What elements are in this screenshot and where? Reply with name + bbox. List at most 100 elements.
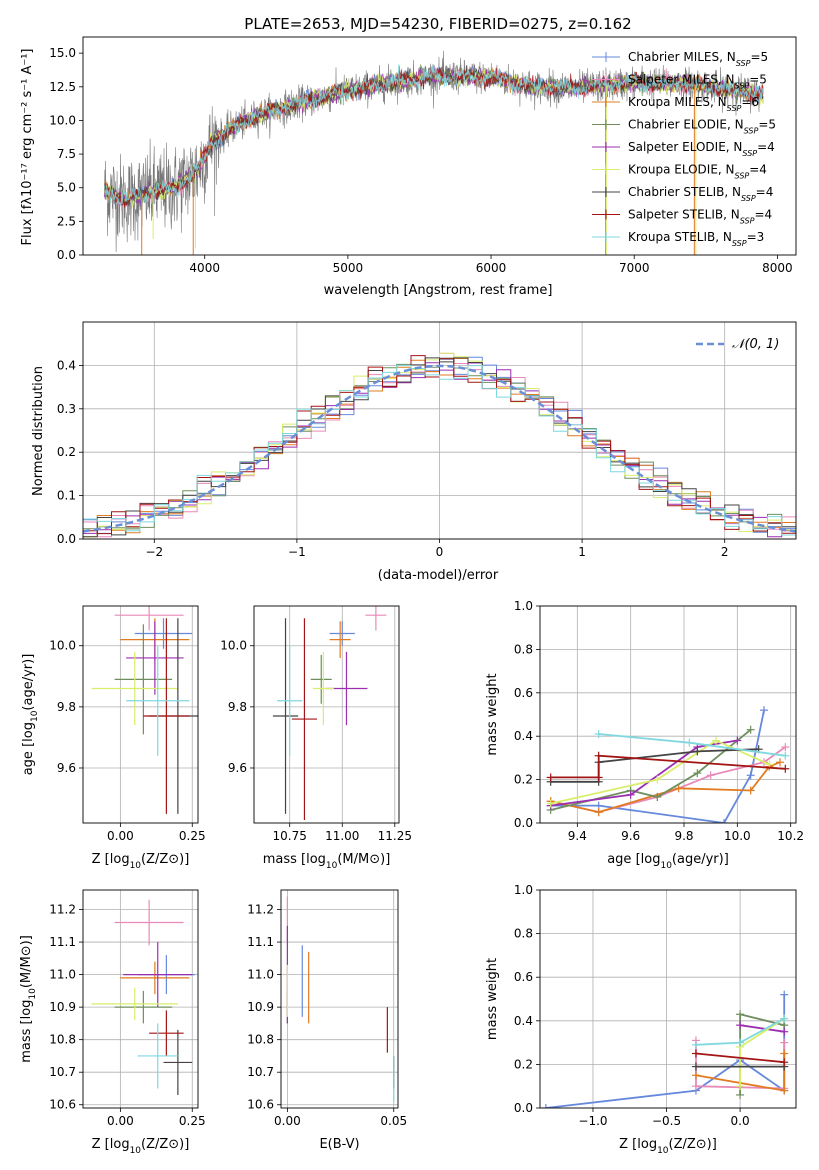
legend-base: Chabrier ELODIE, N: [628, 118, 744, 132]
mw-z-lines: [541, 990, 789, 1108]
mass-vs-metallicity-panel: 0.00 0.25 10.6 10.7 10.8 10.9 11.0 11.1 11.2 Z [l…: [19, 889, 206, 1156]
mw-z-ytick-label: 0.8: [514, 927, 533, 941]
legend-base: Kroupa STELIB, N: [628, 230, 732, 244]
legend-sub: SSP: [735, 171, 750, 180]
mw-age-xtick-label: 9.6: [621, 829, 640, 843]
mass-ebv-ytick-label: 11.1: [247, 935, 274, 949]
age-z-ylabel-base: age [log: [21, 722, 36, 775]
age-z-xlabel-tail: (Z/Z⊙)]: [141, 852, 189, 867]
residual-ytick-label: 0.2: [57, 445, 76, 459]
legend-label-chabrier_stelib: Chabrier STELIB, NSSP=4: [628, 185, 773, 203]
mass-ebv-xtick-label: 0.00: [274, 1114, 301, 1128]
legend-tail: =6: [741, 95, 759, 109]
age-vs-mass-panel: 10.75 11.00 11.25 9.6 9.8 10.0 mass [log10(M/M…: [220, 605, 412, 871]
mass-ebv-xlabel: E(B-V): [319, 1137, 359, 1152]
legend-base: Salpeter ELODIE, N: [628, 140, 742, 154]
age-mass-xlabel-base: mass [log: [263, 852, 326, 867]
spectrum-xtick-label: 8000: [762, 261, 793, 275]
normal-legend-label: 𝒩(0, 1): [732, 337, 779, 352]
age-z-xlabel: Z [log10(Z/Z⊙)]: [92, 852, 190, 871]
mw-age-xtick-label: 9.8: [674, 829, 693, 843]
histogram-kroupa_stelib: [83, 365, 796, 538]
mass-z-xlabel-sub: 10: [130, 1146, 142, 1156]
residual-xtick-label: 1: [578, 545, 586, 559]
mass-z-ytick-label: 10.8: [49, 1033, 76, 1047]
model-spectrum-kroupa_stelib: [104, 63, 764, 207]
mw-z-xtick-label: 0.0: [731, 1114, 750, 1128]
mass-z-frame: [82, 889, 199, 1109]
mass-z-errorbars: [91, 899, 196, 1095]
legend-tail: =5: [750, 50, 768, 64]
age-z-ytick-label: 9.6: [57, 761, 76, 775]
legend-label-kroupa_stelib: Kroupa STELIB, NSSP=3: [628, 230, 764, 248]
spectrum-legend: Chabrier MILES, N SSP =5 Salpeter MILES, NS…: [592, 50, 776, 248]
mw-age-ytick-label: 0.2: [514, 773, 533, 787]
legend-tail: =4: [756, 185, 774, 199]
mass-ebv-ytick-label: 11.2: [247, 903, 274, 917]
legend-sub: SSP: [744, 126, 759, 135]
residual-xtick-label: −1: [288, 545, 306, 559]
legend-base: Salpeter STELIB, N: [628, 208, 740, 222]
residual-ytick-label: 0.3: [57, 402, 76, 416]
histogram-kroupa_elodie: [83, 352, 796, 538]
residual-xtick-label: −2: [145, 545, 163, 559]
mw-z-series-salpeter_elodie: [739, 1024, 785, 1033]
spectrum-xtick-label: 6000: [476, 261, 507, 275]
mw-age-ytick-label: 0.8: [514, 642, 533, 656]
spectrum-xtick-label: 7000: [619, 261, 650, 275]
spectrum-ytick-label: 12.5: [49, 80, 76, 94]
spectrum-xtick-label: 4000: [189, 261, 220, 275]
age-mass-frame: [253, 605, 400, 824]
legend-base: Chabrier MILES, N: [628, 50, 736, 64]
age-z-xtick-label: 0.00: [107, 829, 134, 843]
mw-z-xlabel: Z [log10(Z/Z⊙)]: [619, 1137, 717, 1156]
mass-z-ytick-label: 10.6: [49, 1098, 76, 1112]
age-vs-metallicity-panel: 0.00 0.259.69.810.0Z [log10(Z/Z⊙)]age [lo…: [21, 605, 206, 871]
residual-ytick-label: 0.1: [57, 489, 76, 503]
mw-age-series-kroupa_miles: [550, 761, 781, 814]
mass-ebv-ytick-label: 10.7: [247, 1065, 274, 1079]
age-z-errorbars: [91, 606, 198, 814]
mw-z-ytick-label: 0.6: [514, 970, 533, 984]
mw-age-xtick-label: 10.0: [724, 829, 751, 843]
mw-z-xlabel-base: Z [log: [619, 1137, 657, 1152]
spectrum-panel: PLATE=2653, MJD=54230, FIBERID=0275, z=0…: [20, 15, 797, 298]
spectrum-ytick-label: 2.5: [57, 214, 76, 228]
residual-ylabel: Normed distribution: [31, 366, 46, 496]
mass-ebv-ytick-label: 10.6: [247, 1098, 274, 1112]
age-mass-xlabel-tail: (M/M⊙)]: [337, 852, 390, 867]
mass-ebv-ytick-label: 10.8: [247, 1033, 274, 1047]
mw-z-xlabel-sub: 10: [657, 1146, 669, 1156]
legend-base: Kroupa MILES, N: [628, 95, 727, 109]
mass-z-ytick-label: 10.9: [49, 1000, 76, 1014]
legend-sub: SSP: [727, 104, 742, 113]
mass-z-ylabel-tail: (M/M⊙)]: [19, 935, 34, 988]
mw-age-ytick-label: 0.0: [514, 816, 533, 830]
residual-legend: 𝒩(0, 1): [696, 337, 779, 352]
legend-label-salpeter_elodie: Salpeter ELODIE, NSSP=4: [628, 140, 775, 158]
mass-z-ytick-label: 11.1: [49, 935, 76, 949]
mw-age-xlabel: age [log10(age/yr)]: [607, 852, 729, 871]
mw-age-xlabel-tail: (age/yr)]: [672, 852, 729, 867]
legend-label-salpeter_miles: Salpeter MILES, NSSP=5: [628, 73, 767, 91]
mw-age-series-salpeter_stelib: [550, 754, 786, 779]
age-mass-xtick-label: 10.75: [273, 829, 307, 843]
spectrum-ytick-label: 0.0: [57, 248, 76, 262]
legend-tail: =4: [757, 140, 775, 154]
mass-z-ylabel-base: mass [log: [19, 1000, 34, 1063]
age-mass-xtick-label: 11.25: [378, 829, 412, 843]
mass-z-ytick-label: 11.2: [49, 903, 76, 917]
age-mass-errorbars: [272, 606, 387, 820]
age-z-xlabel-sub: 10: [130, 861, 142, 871]
age-mass-ytick-label: 10.0: [220, 639, 247, 653]
mass-weight-vs-metallicity-panel: −1.0 −0.5 0.0 0.0 0.2 0.4 0.6 0.8 1.0 Z [log10(Z/…: [485, 883, 797, 1156]
residual-ytick-label: 0.0: [57, 532, 76, 546]
legend-label-kroupa_miles: Kroupa MILES, NSSP=6: [628, 95, 759, 113]
age-z-ylabel-sub: 10: [30, 710, 40, 722]
mw-age-ytick-label: 0.4: [514, 729, 533, 743]
mw-z-xtick-label: −1.0: [578, 1114, 607, 1128]
spectrum-lines: [104, 50, 764, 255]
legend-base: Kroupa ELODIE, N: [628, 163, 735, 177]
mw-z-frame: [539, 889, 797, 1109]
mass-z-ylabel-sub: 10: [28, 988, 38, 1000]
